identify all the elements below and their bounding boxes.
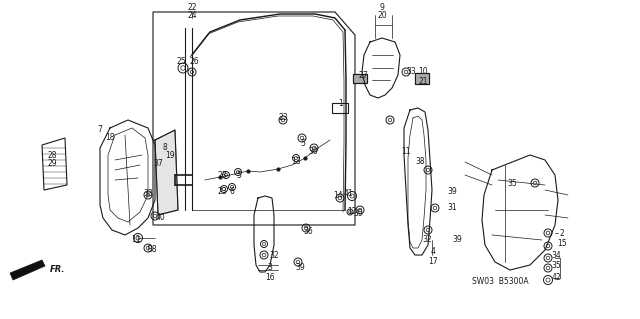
Text: 12: 12 — [348, 207, 356, 217]
Text: 30: 30 — [308, 147, 318, 157]
Text: 5: 5 — [301, 138, 305, 147]
Text: 9: 9 — [380, 3, 385, 11]
Text: 23: 23 — [217, 172, 227, 181]
Text: 5: 5 — [237, 172, 241, 181]
Text: 25: 25 — [176, 57, 186, 66]
Text: 33: 33 — [406, 68, 416, 77]
Polygon shape — [155, 130, 178, 215]
Text: 42: 42 — [551, 272, 561, 281]
Text: 36: 36 — [303, 227, 313, 236]
Text: 13: 13 — [291, 158, 301, 167]
Text: 19: 19 — [165, 152, 175, 160]
Text: 16: 16 — [265, 272, 275, 281]
Text: 39: 39 — [447, 188, 457, 197]
Text: 11: 11 — [401, 147, 411, 157]
Text: 38: 38 — [147, 246, 157, 255]
Text: 21: 21 — [419, 78, 428, 86]
Text: 22: 22 — [188, 3, 196, 11]
Text: 31: 31 — [447, 204, 457, 212]
Bar — [415, 72, 429, 84]
Text: 38: 38 — [415, 158, 425, 167]
Text: 24: 24 — [187, 11, 197, 19]
Text: 34: 34 — [551, 251, 561, 261]
Text: 39: 39 — [353, 210, 363, 219]
Text: 11: 11 — [131, 235, 141, 244]
Text: SW03  B5300A: SW03 B5300A — [472, 277, 529, 286]
Text: FR.: FR. — [50, 265, 65, 275]
Text: 32: 32 — [422, 235, 432, 244]
Text: 20: 20 — [377, 11, 387, 19]
Text: 32: 32 — [269, 250, 279, 259]
Text: 28: 28 — [47, 151, 57, 160]
Bar — [332, 103, 348, 113]
Text: 7: 7 — [97, 125, 102, 135]
Text: 3: 3 — [268, 263, 273, 271]
Text: 27: 27 — [358, 70, 368, 79]
Text: 4: 4 — [431, 248, 435, 256]
Polygon shape — [10, 260, 45, 280]
Text: 39: 39 — [295, 263, 305, 271]
Text: 18: 18 — [105, 133, 115, 143]
Text: 39: 39 — [452, 235, 462, 244]
Text: 35: 35 — [551, 262, 561, 271]
Bar — [353, 73, 367, 83]
Bar — [353, 73, 367, 83]
Text: 17: 17 — [428, 257, 438, 266]
Text: 14: 14 — [333, 191, 343, 201]
Text: 1: 1 — [339, 100, 344, 108]
Text: 37: 37 — [153, 160, 163, 168]
Text: 33: 33 — [143, 189, 153, 198]
Text: 15: 15 — [557, 239, 567, 248]
Text: 40: 40 — [155, 213, 165, 222]
Text: 35: 35 — [507, 179, 517, 188]
Text: 23: 23 — [217, 187, 227, 196]
Text: 10: 10 — [418, 68, 428, 77]
Text: 29: 29 — [47, 160, 57, 168]
Text: 23: 23 — [278, 114, 288, 122]
Bar — [415, 72, 429, 84]
Text: 8: 8 — [163, 143, 168, 152]
Text: 6: 6 — [230, 187, 234, 196]
Text: 41: 41 — [343, 189, 353, 197]
Text: 26: 26 — [189, 57, 199, 66]
Text: 2: 2 — [559, 228, 564, 238]
